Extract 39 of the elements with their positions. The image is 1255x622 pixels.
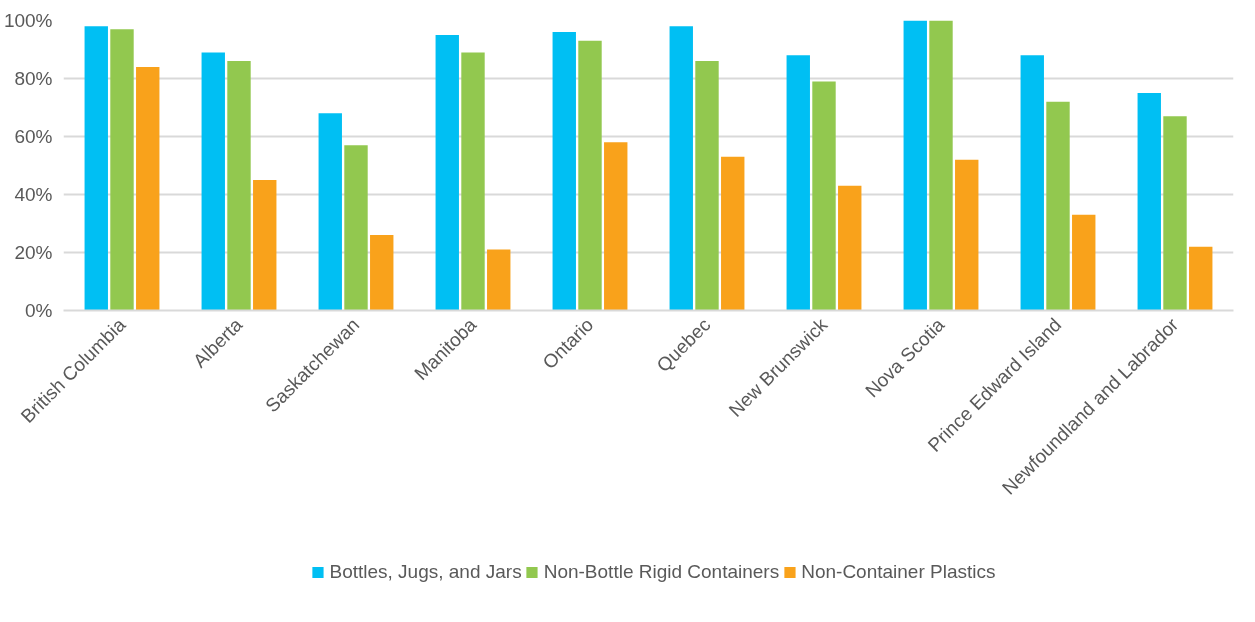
bar	[201, 52, 225, 311]
y-tick-label: 100%	[3, 10, 53, 31]
bar	[227, 61, 251, 311]
bar	[1046, 101, 1070, 311]
bar	[1020, 55, 1044, 311]
bar	[903, 20, 927, 311]
bar	[110, 29, 134, 311]
y-tick-label: 20%	[14, 242, 53, 263]
bar	[604, 142, 628, 311]
bar	[786, 55, 810, 311]
bar	[721, 156, 745, 311]
bar	[695, 61, 719, 311]
y-tick-label: 60%	[14, 126, 53, 147]
bar	[955, 159, 979, 311]
bar	[838, 185, 862, 311]
bar	[552, 32, 576, 311]
bar	[253, 180, 277, 311]
bar	[318, 113, 342, 311]
bar	[812, 81, 836, 311]
bar	[929, 20, 953, 311]
bar	[1137, 93, 1161, 311]
bar	[669, 26, 693, 311]
y-tick-label: 40%	[14, 184, 53, 205]
bar	[136, 66, 160, 311]
bar	[435, 35, 459, 311]
y-tick-label: 0%	[25, 300, 53, 321]
legend-label: Non-Bottle Rigid Containers	[543, 560, 780, 583]
legend-label: Bottles, Jugs, and Jars	[329, 560, 522, 583]
legend-label: Non-Container Plastics	[801, 560, 996, 583]
bar	[84, 26, 108, 311]
bar	[1072, 214, 1096, 311]
bar	[344, 145, 368, 311]
bar	[578, 40, 602, 311]
bar	[1163, 116, 1187, 311]
bar	[1189, 246, 1213, 311]
bar	[461, 52, 485, 311]
bar	[487, 249, 511, 311]
bar	[370, 235, 394, 311]
y-tick-label: 80%	[14, 68, 53, 89]
